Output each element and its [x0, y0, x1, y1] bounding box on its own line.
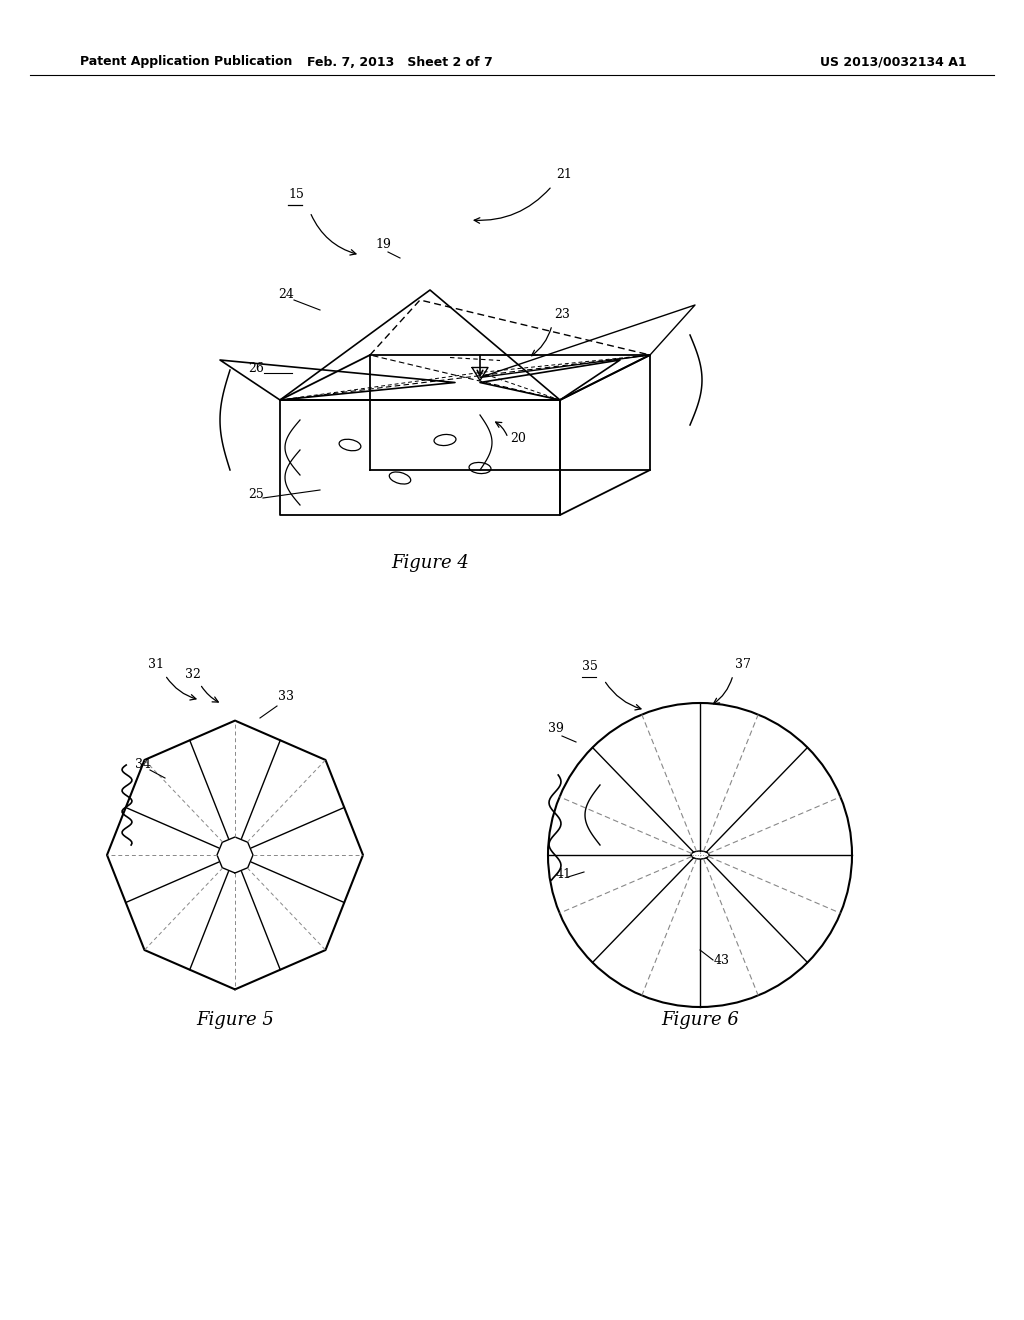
Text: 31: 31	[148, 657, 164, 671]
Text: 19: 19	[375, 238, 391, 251]
Text: 39: 39	[548, 722, 564, 735]
Text: 41: 41	[556, 869, 572, 880]
Text: Patent Application Publication: Patent Application Publication	[80, 55, 293, 69]
Text: 15: 15	[288, 187, 304, 201]
Text: 34: 34	[135, 758, 151, 771]
Text: 26: 26	[248, 362, 264, 375]
Text: 24: 24	[278, 288, 294, 301]
Text: 21: 21	[556, 168, 571, 181]
Text: Feb. 7, 2013   Sheet 2 of 7: Feb. 7, 2013 Sheet 2 of 7	[307, 55, 493, 69]
Text: Figure 6: Figure 6	[662, 1011, 739, 1030]
Text: 25: 25	[248, 488, 264, 502]
Text: 35: 35	[582, 660, 598, 673]
Text: 43: 43	[714, 954, 730, 968]
Text: 32: 32	[185, 668, 201, 681]
Text: US 2013/0032134 A1: US 2013/0032134 A1	[820, 55, 967, 69]
Text: Figure 5: Figure 5	[196, 1011, 274, 1030]
Text: Figure 4: Figure 4	[391, 554, 469, 572]
Text: 23: 23	[554, 308, 570, 321]
Text: 37: 37	[735, 657, 751, 671]
Text: 20: 20	[510, 432, 526, 445]
Text: 33: 33	[278, 690, 294, 704]
